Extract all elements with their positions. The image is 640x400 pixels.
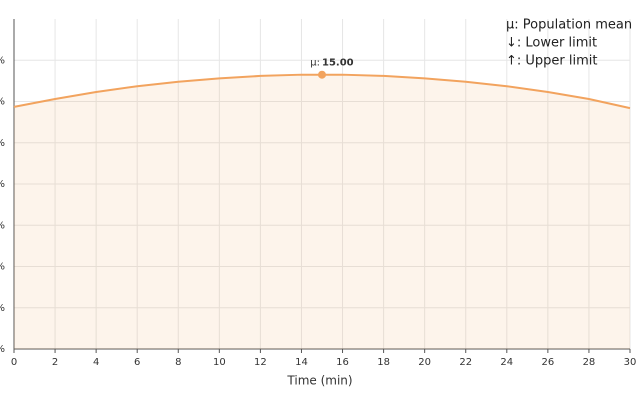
x-tick-label: 24 [500,357,513,368]
y-tick-label: % [0,220,5,231]
mean-marker [318,70,326,79]
x-tick-label: 6 [134,357,140,368]
x-tick-label: 12 [254,357,267,368]
x-tick-label: 8 [175,357,181,368]
x-tick-label: 4 [93,357,99,368]
x-tick-label: 26 [541,357,554,368]
y-tick-label: % [0,262,5,273]
legend-entry: ↓: Lower limit [506,36,597,51]
x-tick-label: 14 [295,357,308,368]
x-tick-label: 30 [624,357,637,368]
x-axis-label: Time (min) [286,374,352,388]
x-tick-label: 2 [52,357,58,368]
x-tick-label: 20 [418,357,431,368]
x-tick-label: 22 [459,357,472,368]
x-tick-label: 16 [336,357,349,368]
x-tick-label: 18 [377,357,390,368]
annotation-prefix: μ: [310,58,320,69]
y-tick-label: % [0,55,5,66]
y-tick-label: % [0,303,5,314]
y-tick-label: % [0,344,5,355]
x-tick-label: 0 [11,357,17,368]
y-tick-label: % [0,179,5,190]
legend-entry: ↑: Upper limit [506,54,598,69]
annotation-label: 15.00 [322,58,354,69]
y-tick-label: % [0,138,5,149]
x-tick-label: 10 [213,357,226,368]
area-fill [14,74,630,349]
x-tick-label: 28 [583,357,596,368]
y-tick-label: % [0,97,5,108]
legend-entry: μ: Population mean [506,18,632,33]
